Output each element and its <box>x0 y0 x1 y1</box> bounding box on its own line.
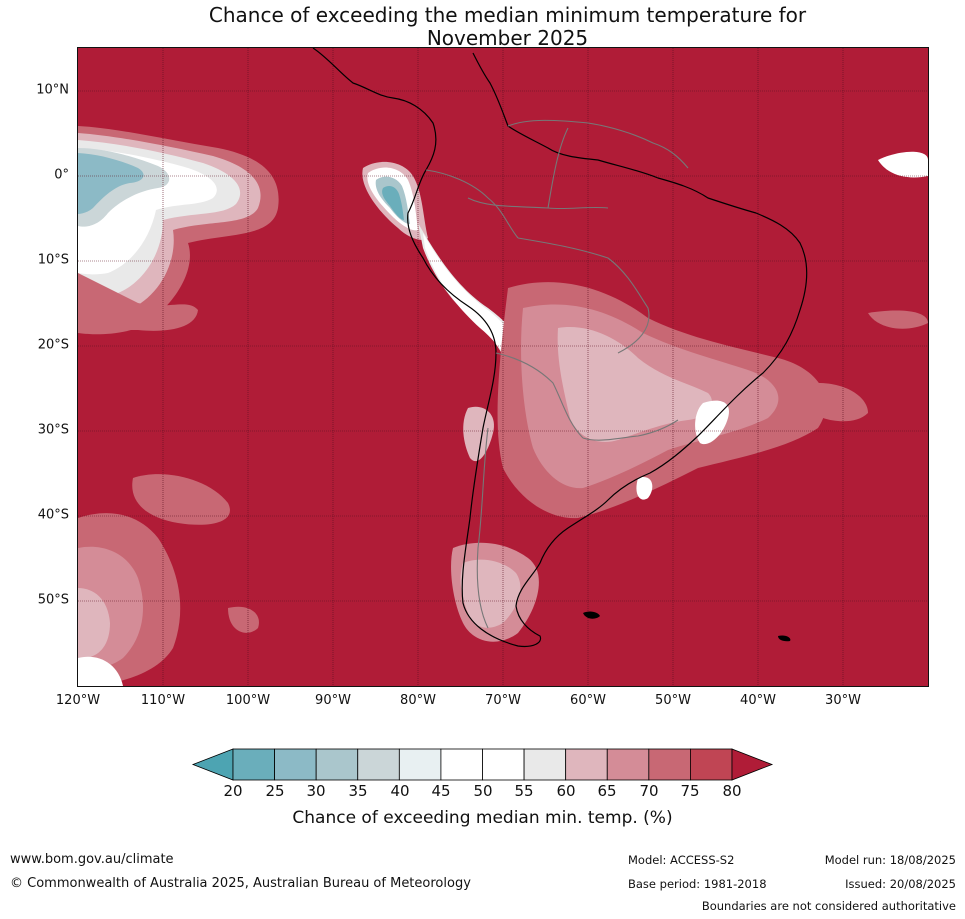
model-name: Model: ACCESS-S2 <box>628 853 735 867</box>
lon-label-90w: 90°W <box>315 693 351 708</box>
colorbar-segment-c50_55 <box>482 748 525 781</box>
colorbar-segment-c45_50 <box>440 748 483 781</box>
lon-label-50w: 50°W <box>655 693 691 708</box>
pacific-anomaly-region <box>78 126 279 335</box>
falkland-islands <box>583 611 791 642</box>
lat-label-30s: 30°S <box>37 422 69 438</box>
colorbar-segment-c55_60 <box>523 748 567 781</box>
colorbar-tick-60: 60 <box>556 782 576 800</box>
lat-label-40s: 40°S <box>37 507 69 523</box>
south-america-anomaly-region <box>463 282 868 519</box>
lon-label-60w: 60°W <box>570 693 606 708</box>
forecast-map <box>77 47 929 687</box>
map-graticule <box>78 48 928 686</box>
copyright-text: © Commonwealth of Australia 2025, Austra… <box>10 876 471 891</box>
lat-label-50s: 50°S <box>37 592 69 608</box>
lon-label-110w: 110°W <box>140 693 186 708</box>
map-title-line1: Chance of exceeding the median minimum t… <box>208 3 807 27</box>
lat-label-20s: 20°S <box>37 337 69 353</box>
se-pacific-anomaly-region <box>78 474 259 686</box>
colorbar-label: Chance of exceeding median min. temp. (%… <box>292 808 673 828</box>
ecuador-anomaly-region <box>362 161 428 240</box>
colorbar-segment-c70_75 <box>648 748 691 781</box>
colorbar-segment-c40_45 <box>398 748 442 781</box>
colorbar-segment-c75_80 <box>690 748 733 781</box>
model-run-date: Model run: 18/08/2025 <box>824 853 956 867</box>
colorbar-segment-c60_65 <box>565 748 608 781</box>
colorbar-segment-c20_25 <box>232 748 275 781</box>
lat-label-0: 0° <box>54 167 69 183</box>
colorbar-segment-below-20 <box>191 748 234 781</box>
lat-label-10n: 10°N <box>36 82 69 98</box>
colorbar-tick-35: 35 <box>348 782 368 800</box>
colorbar-tick-40: 40 <box>390 782 410 800</box>
colorbar-segment-c35_40 <box>357 748 400 781</box>
colorbar-segment-c30_35 <box>315 748 359 781</box>
issued-date: Issued: 20/08/2025 <box>845 877 956 891</box>
colorbar-tick-20: 20 <box>223 782 243 800</box>
south-america-coastline <box>312 48 808 648</box>
map-title-line2: November 2025 <box>426 26 589 50</box>
website-link[interactable]: www.bom.gov.au/climate <box>10 852 174 867</box>
colorbar-segment-c25_30 <box>274 748 317 781</box>
colorbar-tick-45: 45 <box>431 782 451 800</box>
colorbar-tick-80: 80 <box>722 782 742 800</box>
boundaries-disclaimer: Boundaries are not considered authoritat… <box>701 899 956 913</box>
east-pacific-anomaly-region <box>878 151 928 178</box>
colorbar <box>191 748 774 781</box>
lon-label-70w: 70°W <box>485 693 521 708</box>
lon-label-120w: 120°W <box>55 693 101 708</box>
lat-label-10s: 10°S <box>37 252 69 268</box>
lon-label-100w: 100°W <box>225 693 271 708</box>
country-borders <box>425 119 689 629</box>
lon-label-40w: 40°W <box>740 693 776 708</box>
colorbar-segment-above-80 <box>731 748 774 781</box>
colorbar-tick-75: 75 <box>680 782 700 800</box>
colorbar-segment-c65_70 <box>606 748 650 781</box>
colorbar-tick-25: 25 <box>265 782 285 800</box>
colorbar-tick-50: 50 <box>473 782 493 800</box>
lon-label-80w: 80°W <box>400 693 436 708</box>
colorbar-tick-30: 30 <box>306 782 326 800</box>
lon-label-30w: 30°W <box>825 693 861 708</box>
map-title: Chance of exceeding the median minimum t… <box>0 4 965 50</box>
colorbar-tick-70: 70 <box>639 782 659 800</box>
colorbar-tick-55: 55 <box>514 782 534 800</box>
base-period: Base period: 1981-2018 <box>628 877 767 891</box>
colorbar-tick-65: 65 <box>597 782 617 800</box>
